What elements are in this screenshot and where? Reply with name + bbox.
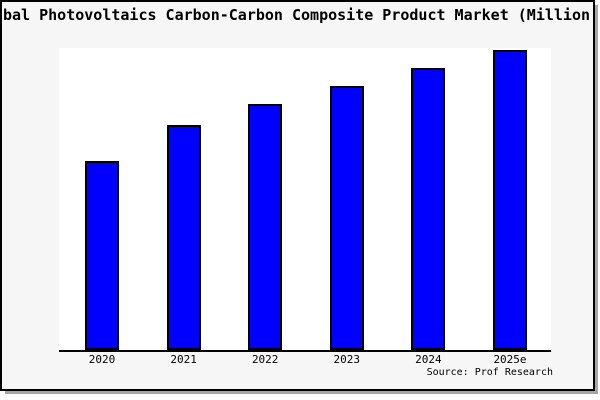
x-tick-label-2021: 2021	[170, 353, 197, 366]
x-tick-label-2025e: 2025e	[493, 353, 527, 366]
x-tick-label-2022: 2022	[251, 353, 279, 366]
bar-2024	[411, 68, 446, 350]
bar-2022	[248, 104, 283, 350]
chart-figure: bal Photovoltaics Carbon-Carbon Composit…	[0, 0, 595, 391]
plot-area	[59, 48, 551, 350]
x-axis-line	[59, 350, 551, 352]
chart-title: bal Photovoltaics Carbon-Carbon Composit…	[3, 6, 595, 24]
x-tick-label-2024: 2024	[415, 353, 442, 366]
bar-2021	[166, 125, 201, 350]
bar-2020	[85, 161, 119, 350]
x-tick-label-2020: 2020	[88, 353, 116, 366]
bar-2023	[329, 86, 364, 350]
x-tick-label-2023: 2023	[333, 353, 361, 366]
source-label: Source: Prof Research	[426, 367, 553, 378]
bar-2025e	[493, 50, 527, 350]
